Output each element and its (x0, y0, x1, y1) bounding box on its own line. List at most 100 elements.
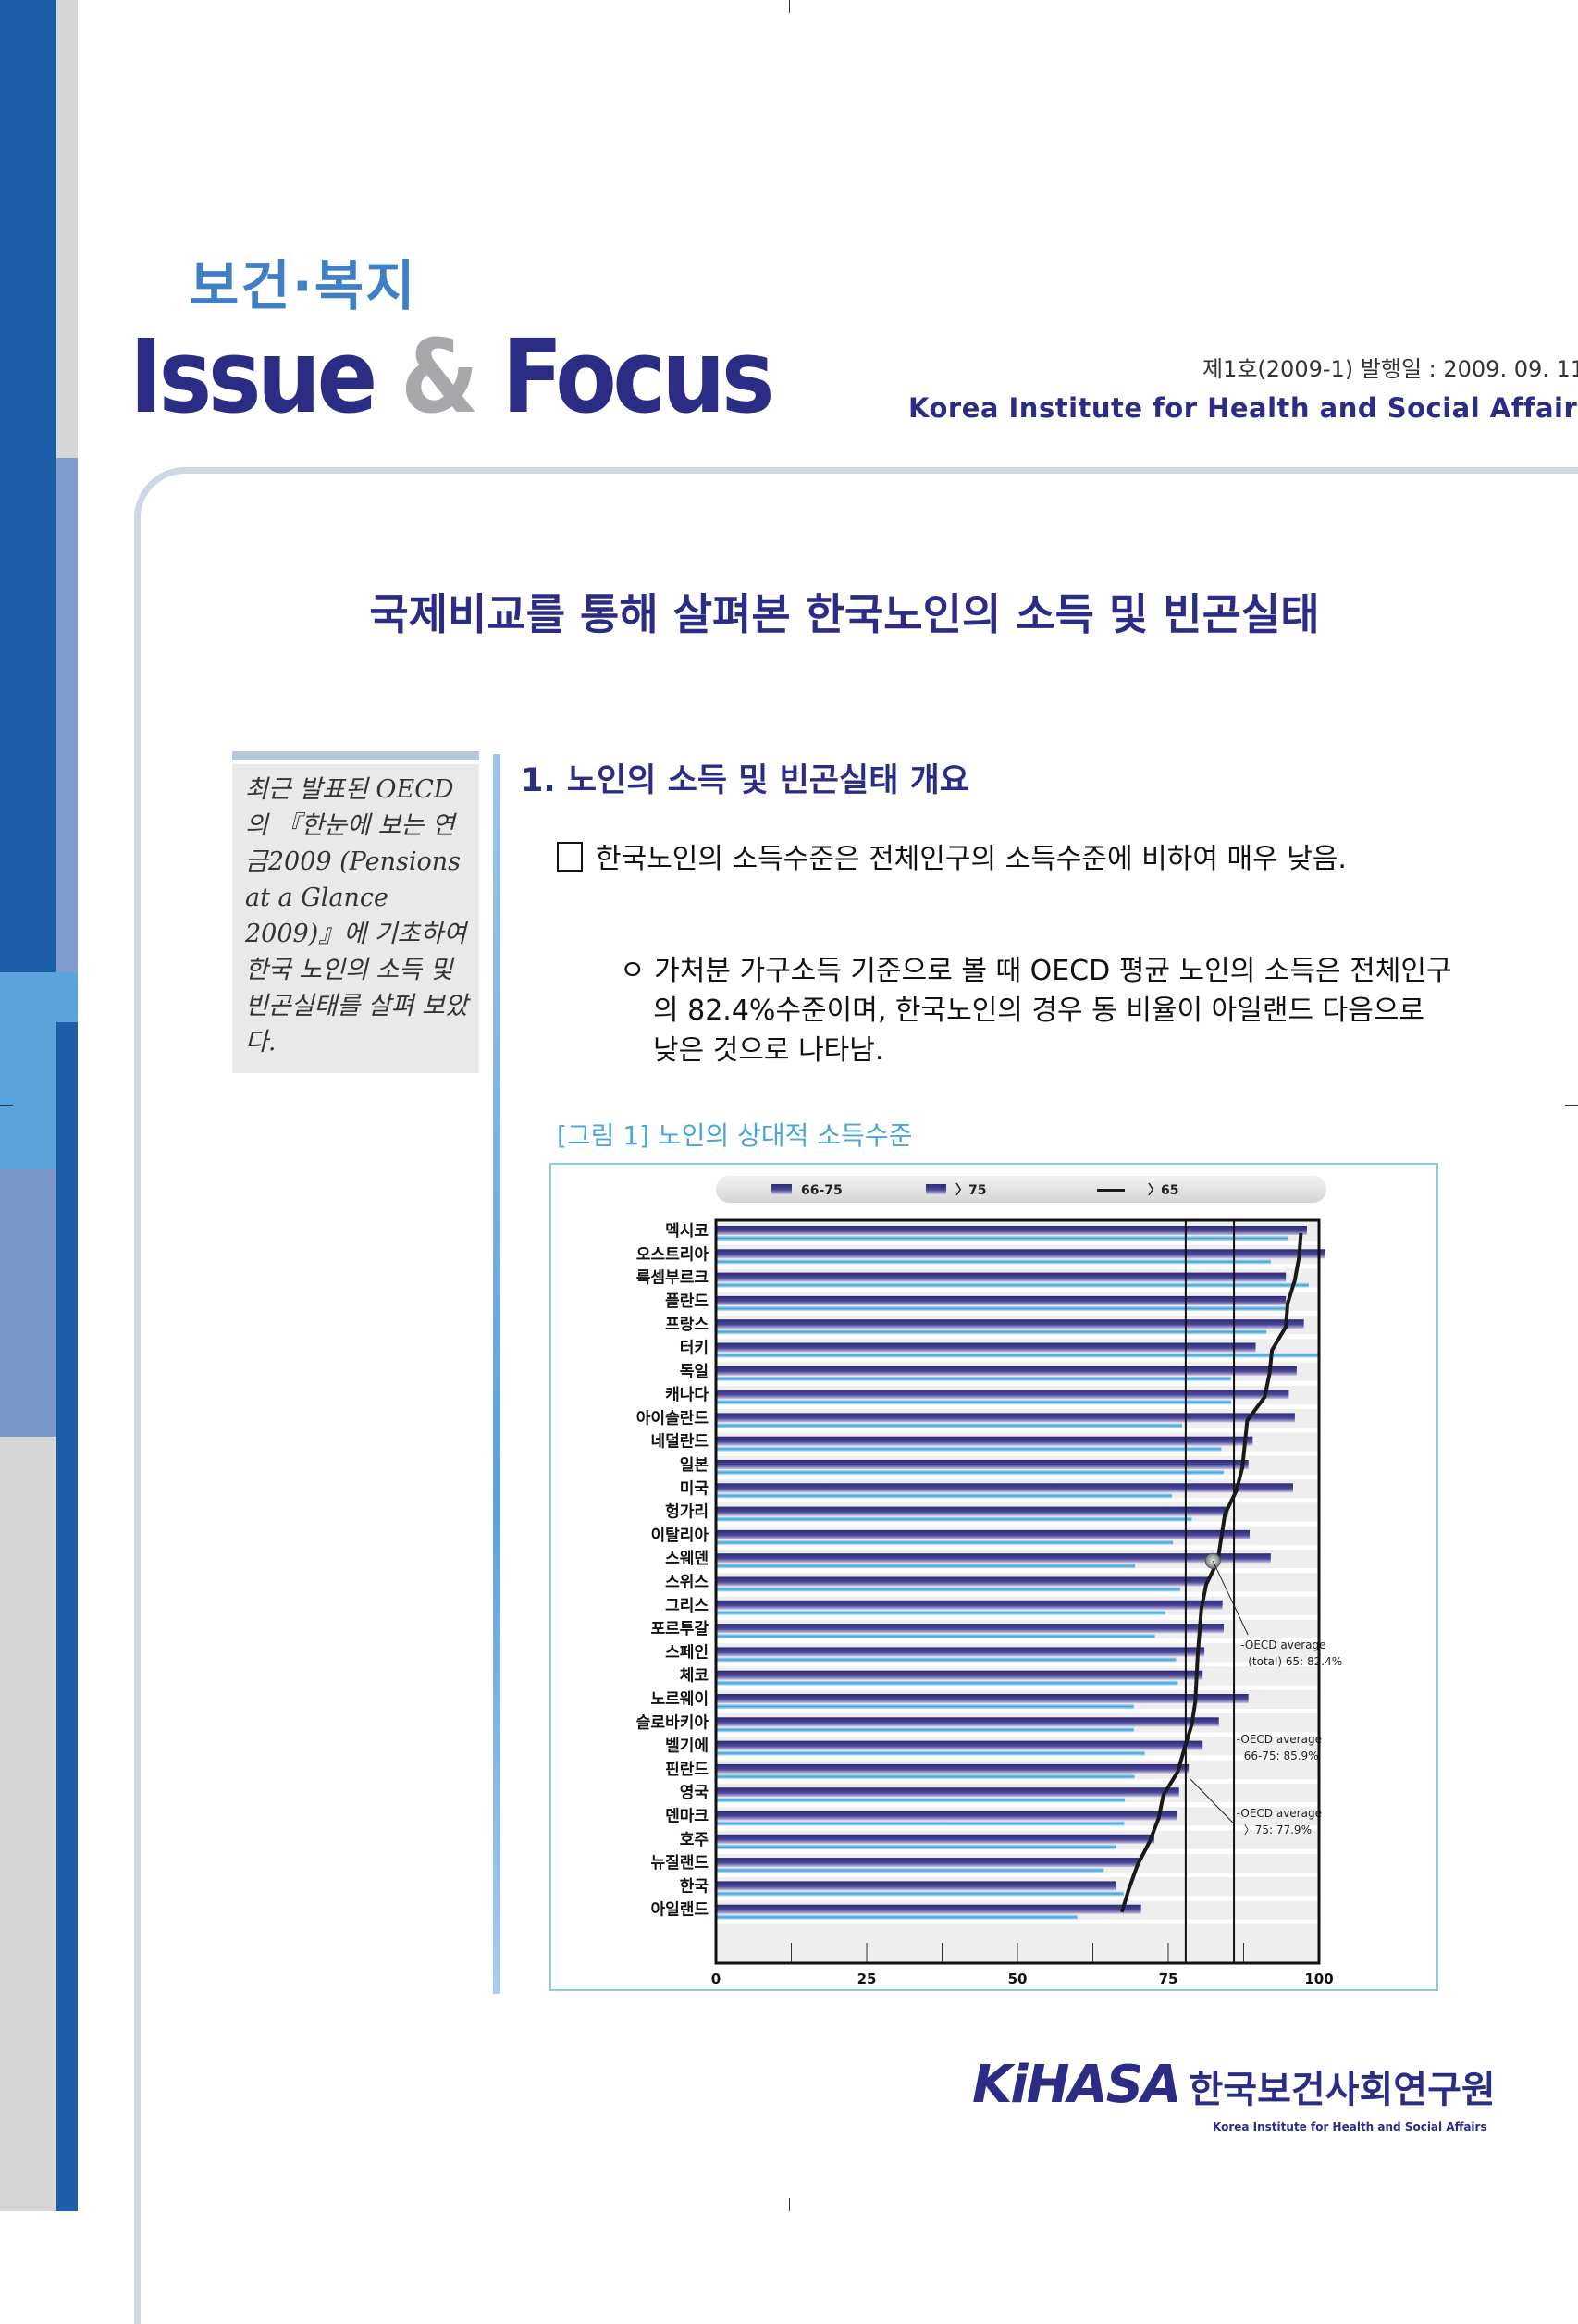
checkbox-bullet-icon (557, 842, 583, 872)
kihasa-logo: KiHASA 한국보건사회연구원 Korea Institute for Heal… (972, 2055, 1496, 2134)
bar-66-75 (716, 1483, 1293, 1493)
bar-over-75 (716, 1610, 1165, 1615)
bar-66-75 (716, 1342, 1256, 1353)
bar-over-75 (716, 1704, 1134, 1709)
annotation-text: 66-75: 85.9% (1244, 1749, 1319, 1762)
bar-over-75 (716, 1539, 1174, 1545)
annotation-text: -OECD average (1237, 1807, 1322, 1820)
institute-name: Korea Institute for Health and Social Af… (908, 392, 1578, 424)
bar-over-75 (716, 1493, 1172, 1499)
crop-mark (1565, 1105, 1578, 1106)
row-separator (716, 1498, 1319, 1503)
category-label: 체코 (680, 1667, 709, 1686)
line-over-65 (1119, 1232, 1303, 1913)
crop-mark (789, 0, 790, 13)
bar-66-75 (716, 1834, 1155, 1844)
annotation-text: 〉75: 77.9% (1244, 1823, 1312, 1836)
bar-66-75 (716, 1740, 1203, 1750)
legend-label: 〉65 (1148, 1183, 1178, 1198)
bar-66-75 (716, 1436, 1253, 1446)
x-tick-label: 25 (857, 1971, 877, 1987)
bar-over-75 (716, 1353, 1318, 1358)
bar-66-75 (716, 1881, 1116, 1891)
chart-legend: 66-75 〉75 〉65 (716, 1176, 1326, 1203)
bar-66-75 (716, 1319, 1304, 1329)
logo-english: Korea Institute for Health and Social Af… (1213, 2120, 1487, 2133)
row-separator (716, 1778, 1319, 1784)
bar-66-75 (716, 1249, 1325, 1259)
logo-korean: 한국보건사회연구원 (1189, 2069, 1496, 2111)
bar-over-75 (716, 1750, 1145, 1756)
row-separator (716, 1848, 1319, 1854)
bar-66-75 (716, 1811, 1177, 1821)
bar-over-75 (716, 1446, 1222, 1452)
decor-stripe (0, 1169, 56, 1437)
page-title: 국제비교를 통해 살펴본 한국노인의 소득 및 빈곤실태 (369, 589, 1320, 639)
category-label: 영국 (680, 1784, 709, 1802)
category-label: 스페인 (665, 1643, 709, 1662)
crop-mark (0, 1105, 13, 1106)
category-label: 슬로바키아 (636, 1713, 709, 1732)
row-separator (716, 1287, 1319, 1292)
x-tick-label: 100 (1304, 1971, 1333, 1987)
category-label: 노르웨이 (650, 1690, 709, 1709)
bar-66-75 (716, 1694, 1249, 1703)
decor-stripe (0, 972, 56, 1169)
category-label: 프랑스 (665, 1316, 709, 1334)
row-separator (716, 1825, 1319, 1831)
row-separator (716, 1380, 1319, 1386)
row-separator (716, 1568, 1319, 1574)
annotation-arrow (1189, 1777, 1236, 1825)
annotation-leader (1212, 1560, 1249, 1636)
category-label: 스웨덴 (665, 1550, 709, 1568)
bar-66-75 (716, 1717, 1219, 1727)
row-separator (716, 1310, 1319, 1316)
bar-66-75 (716, 1460, 1249, 1469)
bar-over-75 (716, 1774, 1135, 1779)
decor-stripe (0, 0, 56, 972)
bar-over-75 (716, 1727, 1134, 1733)
annotation-text: (total) 65: 82.4% (1248, 1655, 1342, 1668)
oecd-total-marker (1204, 1552, 1221, 1569)
logo-mark: KiHASA (972, 2055, 1181, 2115)
sidebar-summary-text: 최근 발표된 OECD의 『한눈에 보는 연금2009 (Pensions at… (232, 764, 479, 1073)
category-label: 오스트리아 (636, 1245, 709, 1264)
bullet-text: 한국노인의 소득수준은 전체인구의 소득수준에 비하여 매우 낮음. (596, 843, 1347, 875)
bar-over-75 (716, 1282, 1309, 1288)
bar-over-75 (716, 1914, 1078, 1920)
masthead-issue: Issue (129, 317, 377, 436)
row-separator (716, 1475, 1319, 1479)
row-separator (716, 1896, 1319, 1901)
category-label: 아이슬란드 (636, 1409, 709, 1428)
bar-over-75 (716, 1868, 1104, 1873)
row-separator (716, 1614, 1319, 1620)
x-tick-label: 0 (711, 1971, 721, 1987)
bar-66-75 (716, 1390, 1289, 1400)
decor-stripe (0, 1437, 56, 2211)
legend-swatch (771, 1184, 792, 1194)
row-separator (716, 1591, 1319, 1597)
bar-66-75 (716, 1647, 1205, 1657)
legend-background (716, 1176, 1326, 1203)
category-label: 이탈리아 (650, 1526, 709, 1545)
bar-over-75 (716, 1680, 1178, 1686)
bar-66-75 (716, 1858, 1140, 1868)
bar-over-75 (716, 1564, 1136, 1569)
bar-over-75 (716, 1587, 1181, 1592)
bar-over-75 (716, 1236, 1288, 1241)
row-separator (716, 1451, 1319, 1456)
category-label: 캐나다 (665, 1386, 709, 1404)
issue-info: 제1호(2009-1) 발행일 : 2009. 09. 11 (1202, 356, 1578, 382)
bar-66-75 (716, 1624, 1224, 1634)
category-label: 멕시코 (665, 1222, 709, 1241)
decor-stripe (56, 0, 78, 458)
annotation-text: -OECD average (1237, 1733, 1322, 1746)
bar-over-75 (716, 1423, 1182, 1428)
bar-66-75 (716, 1529, 1251, 1539)
row-separator (716, 1638, 1319, 1644)
category-label: 일본 (680, 1456, 709, 1475)
bar-66-75 (716, 1366, 1297, 1376)
x-tick-label: 75 (1159, 1971, 1178, 1987)
income-bar-chart: 66-75 〉75 〉65 멕시코오스트리아룩셈부르크플란드프랑스터키독일캐나다아이… (636, 1176, 1342, 1987)
category-label: 네덜란드 (650, 1433, 709, 1452)
